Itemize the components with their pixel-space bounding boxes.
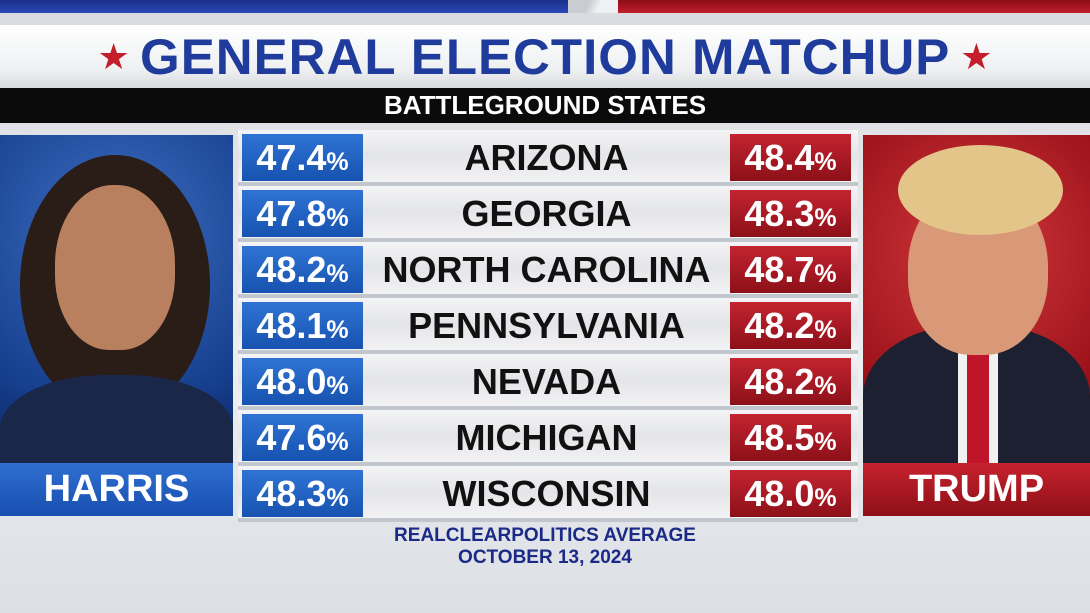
percent-sign: %	[326, 148, 349, 176]
results-table: 47.4% ARIZONA 48.4% 47.8% GEORGIA 48.3% 48.2% N…	[238, 130, 858, 522]
trump-percent-value: 48.4	[744, 137, 815, 178]
state-name: ARIZONA	[363, 134, 730, 181]
harris-percent: 48.2%	[242, 246, 363, 293]
harris-percent: 47.4%	[242, 134, 363, 181]
harris-percent: 48.1%	[242, 302, 363, 349]
state-name-value: ARIZONA	[464, 137, 629, 178]
trump-percent-value: 48.0	[744, 473, 815, 514]
harris-percent-value: 47.4	[256, 137, 327, 178]
harris-percent: 48.0%	[242, 358, 363, 405]
percent-sign: %	[326, 372, 349, 400]
state-name: PENNSYLVANIA	[363, 302, 730, 349]
harris-percent-value: 48.2	[256, 249, 327, 290]
percent-sign: %	[814, 148, 837, 176]
percent-sign: %	[326, 484, 349, 512]
subtitle: BATTLEGROUND STATES	[0, 88, 1090, 123]
state-name-value: WISCONSIN	[442, 473, 651, 514]
percent-sign: %	[326, 316, 349, 344]
percent-sign: %	[326, 260, 349, 288]
percent-sign: %	[814, 428, 837, 456]
table-row: 48.1% PENNSYLVANIA 48.2%	[238, 298, 858, 354]
state-name-value: NORTH CAROLINA	[382, 249, 711, 290]
table-row: 48.0% NEVADA 48.2%	[238, 354, 858, 410]
trump-percent: 48.2%	[730, 302, 851, 349]
harris-percent: 48.3%	[242, 470, 363, 517]
trump-percent: 48.7%	[730, 246, 851, 293]
percent-sign: %	[814, 316, 837, 344]
trump-percent: 48.3%	[730, 190, 851, 237]
table-row: 48.2% NORTH CAROLINA 48.7%	[238, 242, 858, 298]
top-stripe-blue	[0, 0, 568, 13]
page-title: GENERAL ELECTION MATCHUP	[139, 29, 951, 85]
source-note: REALCLEARPOLITICS AVERAGE OCTOBER 13, 20…	[0, 525, 1090, 569]
table-row: 47.6% MICHIGAN 48.5%	[238, 410, 858, 466]
trump-percent-value: 48.7	[744, 249, 815, 290]
trump-percent: 48.2%	[730, 358, 851, 405]
harris-percent-value: 48.3	[256, 473, 327, 514]
state-name: WISCONSIN	[363, 470, 730, 517]
harris-percent-value: 48.1	[256, 305, 327, 346]
star-icon: ★	[97, 36, 130, 77]
percent-sign: %	[326, 428, 349, 456]
state-name: MICHIGAN	[363, 414, 730, 461]
percent-sign: %	[814, 260, 837, 288]
table-row: 48.3% WISCONSIN 48.0%	[238, 466, 858, 522]
state-name: GEORGIA	[363, 190, 730, 237]
state-name-value: NEVADA	[471, 361, 622, 402]
trump-percent: 48.0%	[730, 470, 851, 517]
trump-photo	[863, 135, 1090, 463]
trump-percent-value: 48.3	[744, 193, 815, 234]
trump-percent-value: 48.5	[744, 417, 815, 458]
state-name: NORTH CAROLINA	[363, 246, 730, 293]
percent-sign: %	[814, 372, 837, 400]
state-name-value: GEORGIA	[461, 193, 632, 234]
percent-sign: %	[814, 204, 837, 232]
trump-percent-value: 48.2	[744, 305, 815, 346]
source-label: REALCLEARPOLITICS AVERAGE	[394, 525, 696, 546]
harris-percent-value: 47.8	[256, 193, 327, 234]
state-name-value: MICHIGAN	[455, 417, 638, 458]
harris-percent-value: 47.6	[256, 417, 327, 458]
top-stripe-red	[618, 0, 1090, 13]
table-row: 47.8% GEORGIA 48.3%	[238, 186, 858, 242]
state-name-value: PENNSYLVANIA	[408, 305, 685, 346]
star-icon: ★	[960, 36, 993, 77]
harris-percent: 47.8%	[242, 190, 363, 237]
title-band: ★ GENERAL ELECTION MATCHUP ★	[0, 25, 1090, 89]
percent-sign: %	[326, 204, 349, 232]
trump-percent: 48.5%	[730, 414, 851, 461]
harris-label: HARRIS	[0, 463, 233, 516]
trump-label: TRUMP	[863, 463, 1090, 516]
top-stripe-divider	[568, 0, 618, 13]
state-name: NEVADA	[363, 358, 730, 405]
harris-percent-value: 48.0	[256, 361, 327, 402]
percent-sign: %	[814, 484, 837, 512]
harris-percent: 47.6%	[242, 414, 363, 461]
table-row: 47.4% ARIZONA 48.4%	[238, 130, 858, 186]
trump-percent: 48.4%	[730, 134, 851, 181]
trump-percent-value: 48.2	[744, 361, 815, 402]
harris-photo	[0, 135, 233, 463]
source-date: OCTOBER 13, 2024	[458, 547, 632, 568]
